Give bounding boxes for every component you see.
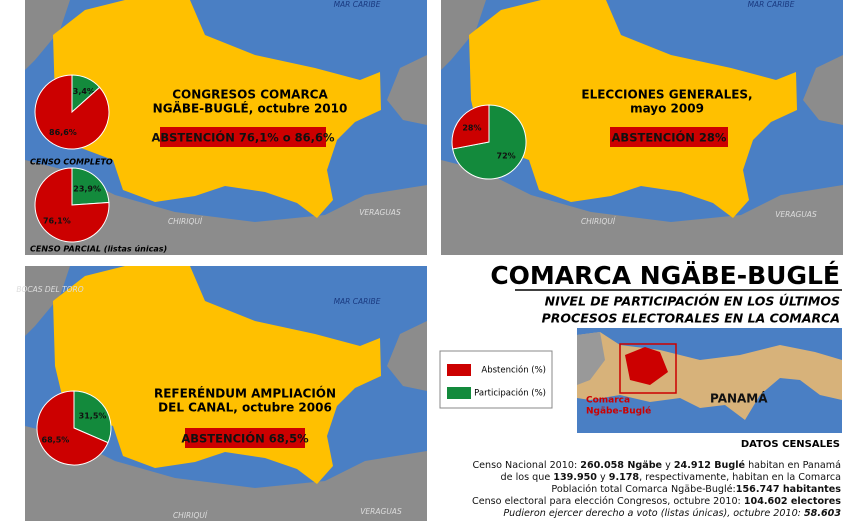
pie-label: 23,9% [73, 184, 101, 193]
census-text: Censo Nacional 2010: [472, 460, 581, 471]
census-text: habitan en Panamá [745, 460, 841, 471]
pie-label: 28% [462, 123, 481, 132]
census-line: Pudieron ejercer derecho a voto (listas … [472, 508, 841, 520]
panel-title: ELECCIONES GENERALES, [581, 88, 752, 102]
highlight-box [610, 127, 728, 147]
map-label: CHIRIQUÍ [173, 511, 208, 520]
pie-label: 13,4% [67, 87, 95, 96]
census-line: Censo Nacional 2010: 260.058 Ngäbe y 24.… [472, 460, 841, 472]
pie-label: 68,5% [42, 436, 70, 445]
census-text: de los que [500, 472, 554, 483]
pie-label: 76,1% [43, 217, 71, 226]
subtitle: NIVEL DE PARTICIPACIÓN EN LOS ÚLTIMOS [545, 294, 840, 309]
census-line: Censo electoral para elección Congresos,… [472, 496, 841, 508]
map-label: VERAGUAS [359, 208, 401, 217]
highlight: ABSTENCIÓN 76,1% o 86,6% [151, 130, 335, 145]
subtitle: PROCESOS ELECTORALES EN LA COMARCA [542, 311, 840, 326]
census-text: Población total Comarca Ngäbe-Buglé: [551, 484, 736, 495]
census-text: 156.747 habitantes [735, 484, 841, 495]
highlight-box [160, 127, 326, 147]
pie-label: 72% [497, 152, 516, 161]
legend-label: Abstención (%) [481, 365, 546, 376]
pie-slice [36, 390, 109, 466]
census-text: , respectivamente, habitan en la Comarca [639, 472, 841, 483]
inset-label: Comarca [586, 396, 630, 406]
pie-caption: CENSO PARCIAL (listas únicas) [30, 245, 167, 254]
legend-swatch [447, 364, 471, 376]
legend-label: Participación (%) [474, 388, 546, 399]
census-text: y [662, 460, 674, 471]
pie-slice [451, 104, 490, 150]
map-label: MAR CARIBE [748, 0, 795, 9]
census-heading: DATOS CENSALES [741, 439, 840, 450]
pie-label: 86,6% [49, 128, 77, 137]
pie-slice [71, 167, 110, 206]
pie-slice [34, 74, 110, 150]
map-label: BOCAS DEL TORO [16, 285, 83, 294]
census-text: 58.603 [803, 508, 841, 519]
main-title: COMARCA NGÄBE-BUGLÉ [490, 260, 840, 290]
census-line: Población total Comarca Ngäbe-Buglé:156.… [472, 484, 841, 496]
inset-label: Ngäbe-Buglé [586, 406, 651, 417]
panel-title: DEL CANAL, octubre 2006 [158, 401, 332, 415]
census-text: 24.912 Buglé [673, 460, 746, 471]
inset-label: PANAMÁ [710, 391, 768, 406]
pie-label: 31,5% [79, 411, 107, 420]
map-label: CHIRIQUÍ [581, 217, 616, 226]
panel-title: REFERÉNDUM AMPLIACIÓN [154, 386, 336, 401]
map-label: CHIRIQUÍ [168, 217, 203, 226]
census-text: Pudieron ejercer derecho a voto (listas … [503, 508, 804, 519]
panel-title: mayo 2009 [630, 102, 704, 116]
pie-caption: CENSO COMPLETO [30, 158, 113, 167]
pie-slice [34, 167, 110, 243]
highlight-box [185, 428, 305, 448]
census-text: 260.058 Ngäbe [580, 460, 663, 471]
census-text: 9.178 [608, 472, 640, 483]
map-label: VERAGUAS [360, 507, 402, 516]
highlight: ABSTENCIÓN 68,5% [181, 431, 309, 446]
census-text: 104.602 electores [743, 496, 841, 507]
panel-title: CONGRESOS COMARCA [172, 88, 328, 102]
census-line: de los que 139.950 y 9.178, respectivame… [472, 472, 841, 484]
legend-box [439, 350, 553, 409]
map-label: VERAGUAS [775, 210, 817, 219]
panel-title: NGÄBE-BUGLÉ, octubre 2010 [153, 101, 348, 116]
inset-map: Comarca Ngäbe-Buglé PANAMÁ [577, 328, 842, 433]
pie-slice [73, 390, 112, 444]
census-text: Censo Nacional 2010: 260.058 Ngäbe y 24.… [472, 460, 841, 520]
legend-swatch [447, 387, 471, 399]
census-text: Censo electoral para elección Congresos,… [472, 496, 744, 507]
highlight: ABSTENCIÓN 28% [612, 130, 727, 145]
map-label: MAR CARIBE [334, 297, 381, 306]
census-text: y [596, 472, 609, 483]
map-label: MAR CARIBE [334, 0, 381, 9]
census-text: 139.950 [553, 472, 597, 483]
